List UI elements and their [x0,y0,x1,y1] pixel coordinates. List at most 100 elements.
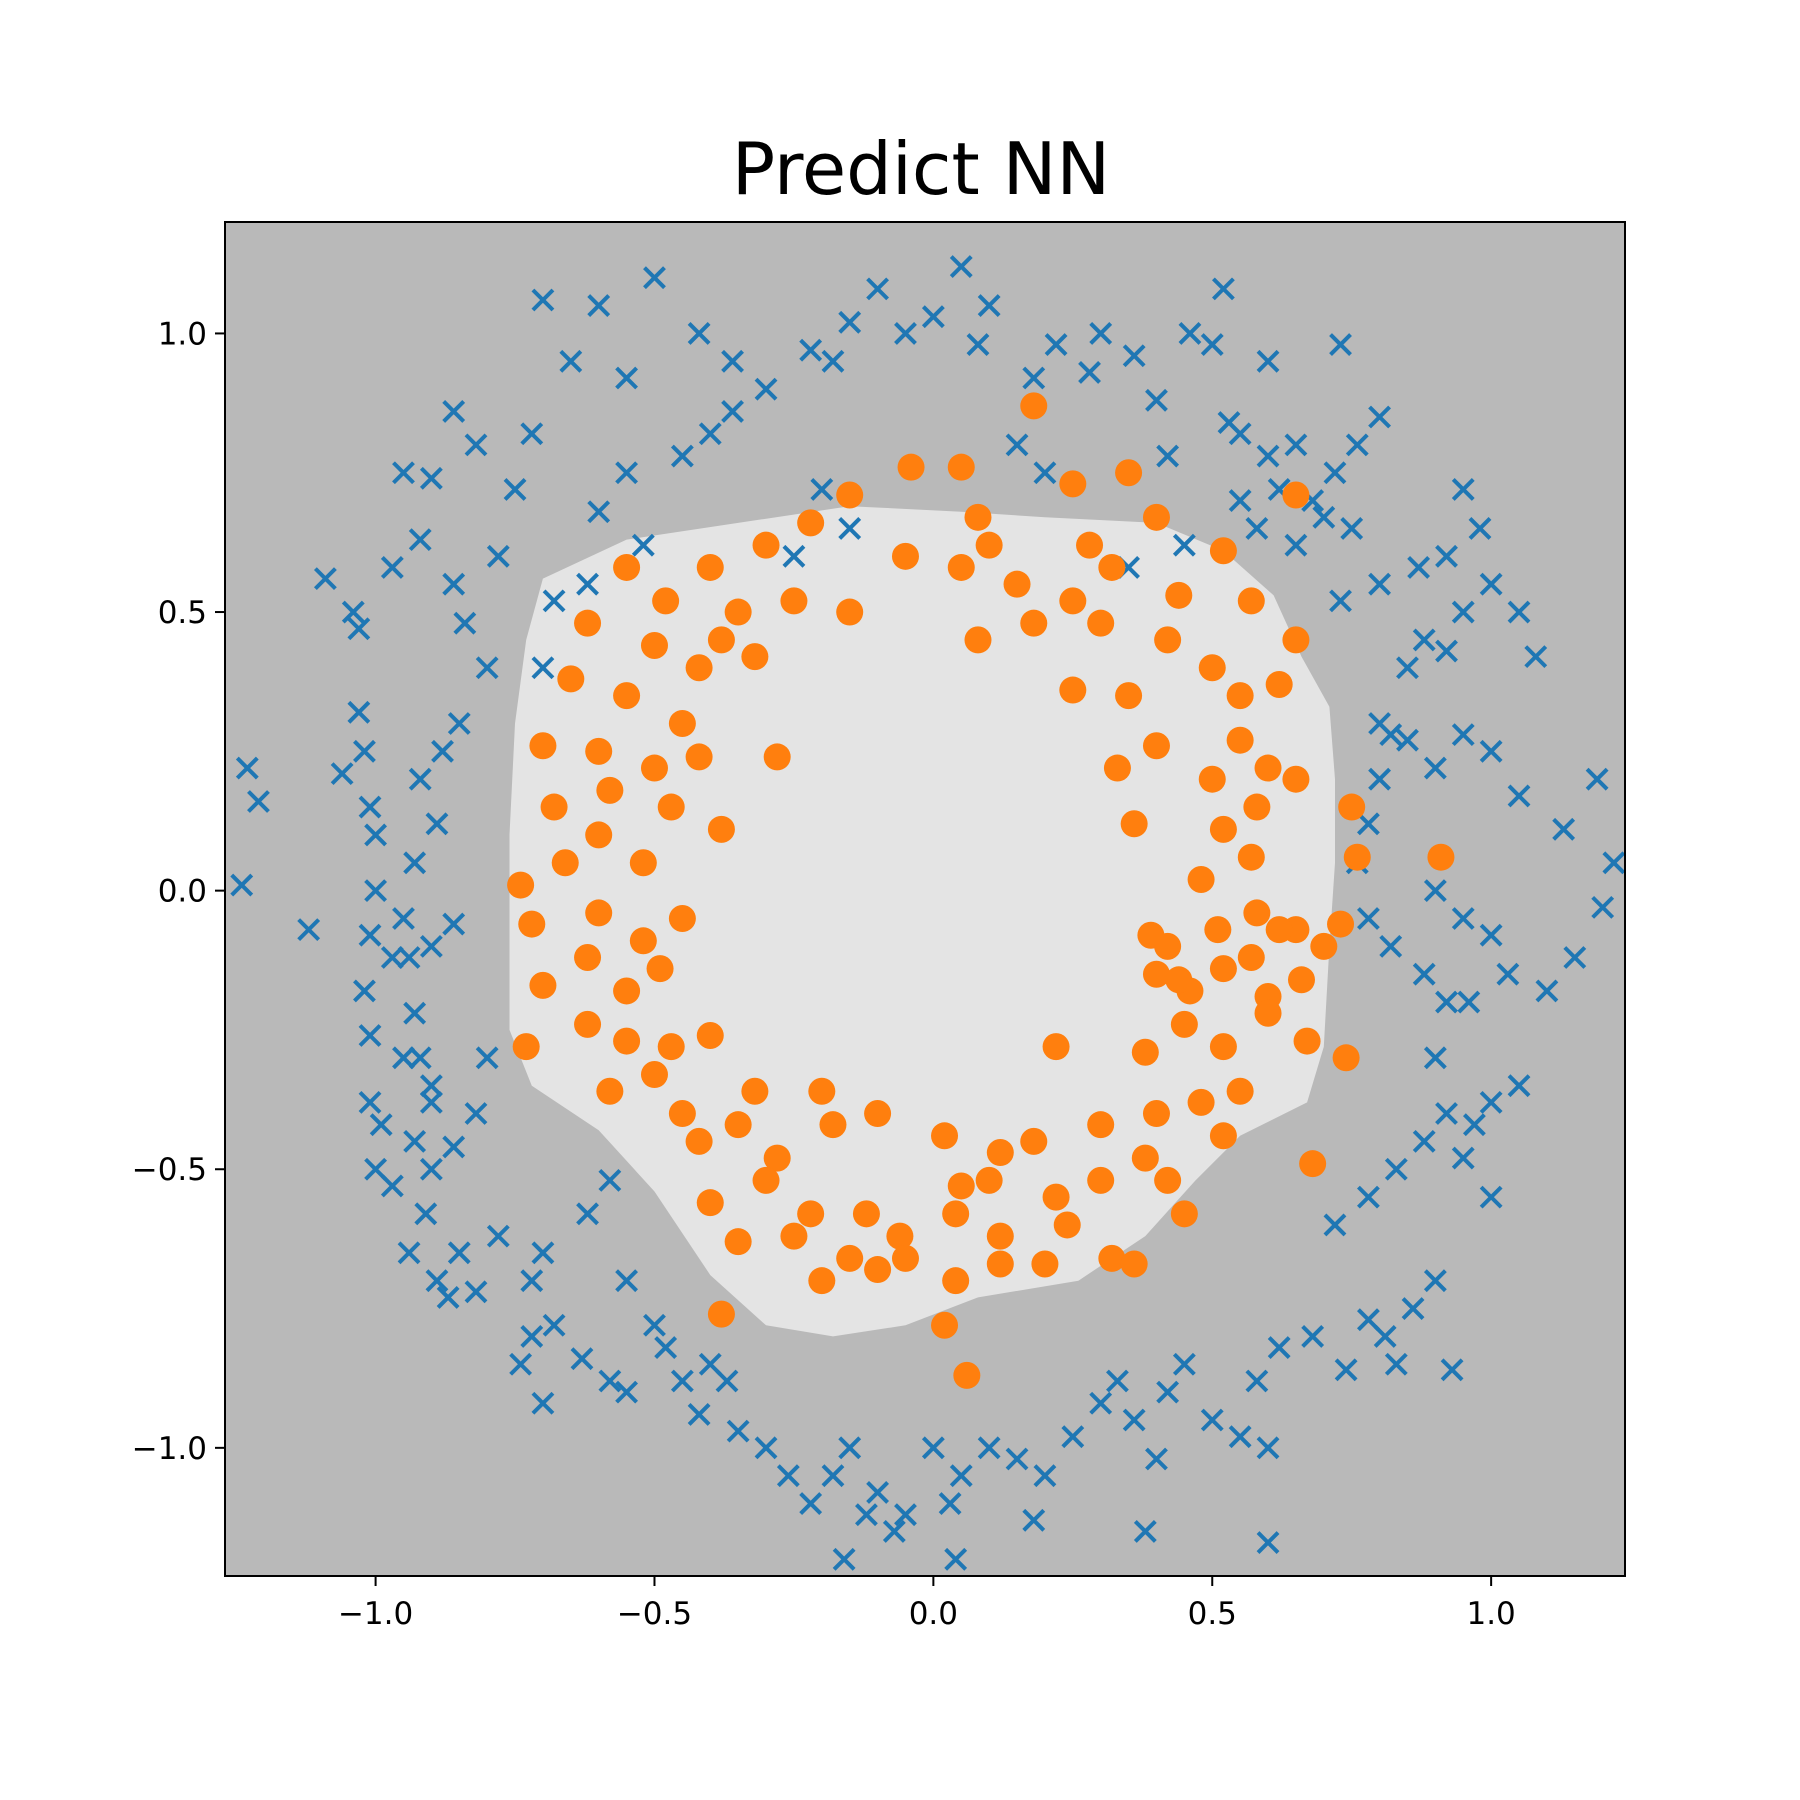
point-inner-circle [551,849,579,877]
point-outer-x [576,1202,599,1226]
point-outer-x [509,1352,533,1376]
point-inner-circle [668,905,696,933]
y-tick-label: 0.0 [158,874,207,910]
point-inner-circle [975,531,1003,559]
point-inner-circle [931,1122,959,1150]
point-outer-x [380,946,404,969]
point-inner-circle [947,453,975,481]
point-inner-circle [947,1172,975,1200]
point-inner-circle [942,1200,970,1228]
point-inner-circle [1120,1250,1148,1278]
point-inner-circle [707,626,735,654]
decision-region-inner [509,506,1335,1337]
point-inner-circle [763,743,791,771]
point-inner-circle [864,1256,892,1284]
point-outer-x [1602,851,1625,875]
point-inner-circle [1087,609,1115,637]
x-tick-label: 0.5 [1188,1596,1237,1632]
point-outer-x [1451,600,1475,624]
point-inner-circle [836,1244,864,1272]
point-outer-x [1211,277,1235,301]
point-inner-circle [540,793,568,821]
point-outer-x [615,1269,639,1293]
point-outer-x [1384,1157,1408,1181]
point-inner-circle [1209,1033,1237,1061]
point-inner-circle [1154,932,1182,960]
point-outer-x [380,1174,404,1198]
point-inner-circle [1237,843,1265,871]
point-outer-x [1423,1269,1447,1293]
point-outer-x [866,1481,890,1504]
point-inner-circle [1209,815,1237,843]
point-outer-x [503,478,527,501]
point-inner-circle [1282,765,1310,793]
point-inner-circle [1020,609,1048,637]
point-outer-x [838,1436,862,1460]
point-outer-x [1507,1074,1531,1098]
point-outer-x [1451,723,1475,747]
point-outer-x [1245,1369,1269,1393]
point-inner-circle [1332,1044,1360,1072]
point-outer-x [1412,962,1436,986]
point-outer-x [230,873,254,897]
point-outer-x [520,422,544,446]
point-inner-circle [652,587,680,615]
point-inner-circle [1053,1211,1081,1239]
point-inner-circle [986,1250,1014,1278]
point-inner-circle [1226,726,1254,754]
point-outer-x [1479,923,1503,947]
point-outer-x [447,1241,471,1265]
point-outer-x [838,517,862,540]
point-outer-x [615,461,639,485]
point-inner-circle [1003,570,1031,598]
point-outer-x [1357,1308,1380,1332]
point-outer-x [380,556,404,579]
point-inner-circle [1254,999,1282,1027]
point-outer-x [419,1074,443,1098]
point-inner-circle [986,1222,1014,1250]
point-inner-circle [1226,1077,1254,1105]
point-outer-x [559,349,583,373]
point-inner-circle [975,1166,1003,1194]
point-inner-circle [741,1077,769,1105]
point-inner-circle [1198,654,1226,682]
point-outer-x [464,433,488,457]
point-outer-x [598,1369,622,1393]
point-inner-circle [752,531,780,559]
point-inner-circle [891,542,919,570]
point-outer-x [576,572,599,596]
point-outer-x [631,533,655,557]
point-outer-x [1122,1408,1146,1432]
point-outer-x [1524,645,1548,669]
point-inner-circle [1170,1010,1198,1038]
point-inner-circle [947,553,975,581]
point-inner-circle [1142,960,1170,988]
point-inner-circle [1131,1144,1159,1172]
point-outer-x [1022,1508,1046,1532]
point-outer-x [1133,1520,1157,1543]
point-outer-x [944,1547,968,1571]
point-outer-x [330,762,354,786]
point-outer-x [1228,489,1252,513]
point-outer-x [1407,556,1431,579]
point-inner-circle [574,944,602,972]
point-inner-circle [724,1111,752,1139]
point-outer-x [1345,433,1369,457]
point-outer-x [486,1224,510,1248]
point-inner-circle [1142,1100,1170,1128]
point-outer-x [397,946,421,969]
point-outer-x [408,767,432,791]
point-outer-x [949,1464,973,1488]
point-outer-x [838,310,862,334]
point-inner-circle [696,553,724,581]
point-outer-x [1479,572,1503,596]
point-outer-x [1479,739,1503,763]
point-inner-circle [1243,899,1271,927]
point-outer-x [1089,1391,1113,1415]
point-outer-x [1078,361,1101,384]
point-inner-circle [1338,793,1366,821]
point-outer-x [1156,1380,1180,1404]
point-inner-circle [1115,459,1143,487]
point-outer-x [1368,767,1391,791]
point-outer-x [715,1369,739,1393]
